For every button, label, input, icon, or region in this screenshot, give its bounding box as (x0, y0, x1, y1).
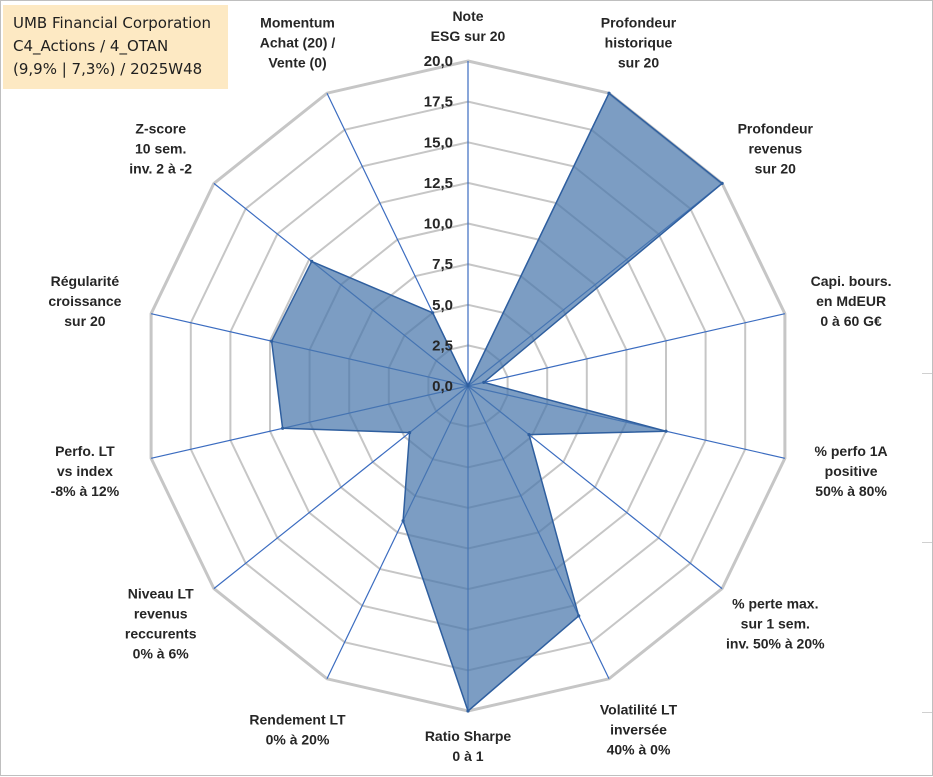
axis-label-line: vs index (57, 463, 113, 479)
axis-label: Note ESG sur 20 (431, 8, 506, 44)
axis-label: Niveau LT revenus reccurents 0% à 6% (125, 586, 197, 662)
metrics-label: (9,9% | 7,3%) / 2025W48 (13, 60, 203, 78)
axis-label-line: 40% à 0% (607, 741, 671, 757)
axis-label-line: sur 1 sem. (741, 616, 810, 632)
axis-label: % perte max. sur 1 sem. inv. 50% à 20% (726, 596, 825, 652)
axis-label-line: historique (605, 35, 673, 51)
axis-label-line: Momentum (260, 15, 335, 31)
axis-label-line: revenus (134, 606, 188, 622)
axis-label-line: -8% à 12% (51, 483, 120, 499)
tick-label: 10,0 (424, 216, 453, 233)
axis-label: % perfo 1A positive 50% à 80% (815, 443, 888, 499)
axis-label-line: Profondeur (738, 120, 814, 136)
axis-label-line: ESG sur 20 (431, 28, 506, 44)
axis-label-line: inv. 50% à 20% (726, 636, 825, 652)
data-point (281, 426, 285, 430)
axis-label-line: Achat (20) / (260, 35, 336, 51)
tick-label: 15,0 (424, 134, 453, 151)
axis-label-line: 0 à 1 (452, 748, 483, 764)
company-name: UMB Financial Corporation (13, 14, 212, 32)
axis-label: Perfo. LT vs index -8% à 12% (51, 443, 120, 499)
category-label: C4_Actions / 4_OTAN (13, 37, 169, 55)
axis-label-line: inv. 2 à -2 (129, 160, 192, 176)
axis-label-line: % perte max. (732, 596, 818, 612)
axis-label-line: reccurents (125, 626, 197, 642)
axis-label-line: Rendement LT (249, 711, 346, 727)
axis-label-line: sur 20 (64, 313, 105, 329)
axis-label: Ratio Sharpe 0 à 1 (425, 728, 512, 764)
radial-tick-labels: 0,0 2,5 5,0 7,5 10,0 12,5 15,0 17,5 20,0 (424, 53, 453, 395)
axis-label-line: 10 sem. (135, 140, 186, 156)
axis-label-line: Perfo. LT (55, 443, 115, 459)
axis-label: Profondeur historique sur 20 (601, 15, 677, 71)
data-point (270, 339, 274, 343)
tick-label: 5,0 (432, 297, 453, 314)
edge-tick-mark (922, 542, 932, 543)
axis-label-line: croissance (48, 293, 121, 309)
axis-label: Z-score 10 sem. inv. 2 à -2 (129, 120, 192, 176)
axis-label-line: sur 20 (618, 55, 659, 71)
axis-label-line: 50% à 80% (815, 483, 887, 499)
axis-label: Régularité croissance sur 20 (48, 273, 121, 329)
axis-label-line: Vente (0) (268, 55, 326, 71)
axis-label-line: Profondeur (601, 15, 677, 31)
data-point (408, 431, 412, 435)
data-point (664, 429, 668, 433)
radar-series (270, 91, 724, 713)
axis-label-line: revenus (748, 140, 802, 156)
data-point (466, 709, 470, 713)
axis-label-line: sur 20 (755, 160, 796, 176)
tick-label: 17,5 (424, 94, 453, 111)
axis-label: Capi. bours. en MdEUR 0 à 60 G€ (811, 273, 892, 329)
axis-label: Profondeur revenus sur 20 (738, 120, 814, 176)
data-point (720, 181, 724, 185)
data-point (577, 614, 581, 618)
axis-label-line: 0 à 60 G€ (820, 313, 882, 329)
tick-label: 20,0 (424, 53, 453, 70)
axis-label: Volatilité LT inversée 40% à 0% (600, 701, 678, 757)
edge-tick-mark (922, 373, 932, 374)
axis-label-line: 0% à 20% (266, 731, 330, 747)
axis-label-line: inversée (610, 721, 667, 737)
axis-label-line: en MdEUR (816, 293, 886, 309)
company-info-box: UMB Financial Corporation C4_Actions / 4… (3, 5, 228, 89)
data-point (527, 433, 531, 437)
axis-label: Momentum Achat (20) / Vente (0) (260, 15, 336, 71)
axis-spoke (467, 313, 786, 387)
axis-label-line: positive (825, 463, 878, 479)
axis-label-line: Volatilité LT (600, 701, 678, 717)
axis-label-line: Z-score (135, 120, 186, 136)
axis-label-line: Ratio Sharpe (425, 728, 512, 744)
edge-tick-mark (922, 712, 932, 713)
tick-label: 7,5 (432, 256, 453, 273)
data-point (401, 519, 405, 523)
tick-label: 12,5 (424, 175, 453, 192)
data-point (482, 380, 486, 384)
axis-label-line: Capi. bours. (811, 273, 892, 289)
tick-label: 2,5 (432, 337, 453, 354)
axis-labels: Note ESG sur 20 Profondeur historique sur 20… (48, 8, 891, 764)
data-point (310, 259, 314, 263)
tick-label: 0,0 (432, 378, 453, 395)
data-point (431, 311, 435, 315)
axis-label-line: Régularité (51, 273, 120, 289)
axis-label: Rendement LT 0% à 20% (249, 711, 346, 747)
data-point (466, 384, 470, 388)
axis-label-line: Niveau LT (128, 586, 194, 602)
axis-label-line: 0% à 6% (133, 646, 190, 662)
data-point (607, 91, 611, 95)
axis-label-line: Note (452, 8, 483, 24)
axis-label-line: % perfo 1A (815, 443, 888, 459)
